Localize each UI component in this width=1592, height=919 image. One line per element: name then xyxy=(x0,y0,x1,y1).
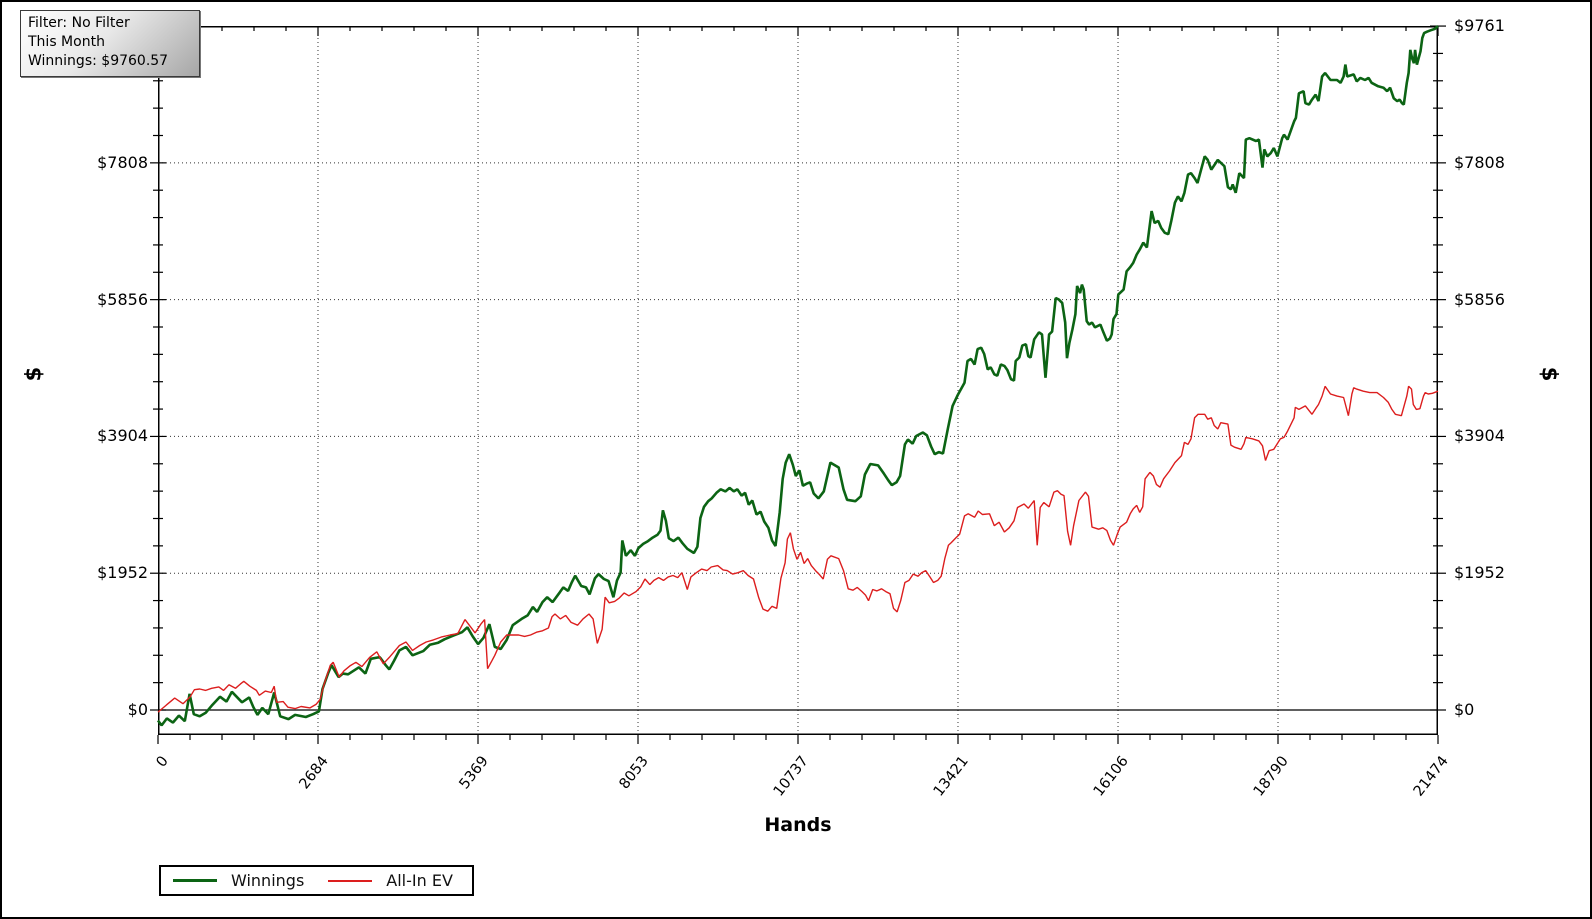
x-tick-label: 13421 xyxy=(930,753,972,800)
y-tick-label-left: $1952 xyxy=(97,563,148,583)
winnings-legend-label: Winnings xyxy=(231,871,305,890)
winnings-line: Winnings: $9760.57 xyxy=(28,53,169,69)
y-tick-label-right: $7808 xyxy=(1454,152,1505,172)
chart-legend: Winnings All-In EV xyxy=(159,865,474,896)
filter-info-box: Filter: No Filter This Month Winnings: $… xyxy=(20,10,200,77)
x-axis-title: Hands xyxy=(764,814,832,836)
allin-ev-legend-label: All-In EV xyxy=(386,871,453,890)
x-tick-label: 2684 xyxy=(296,753,332,793)
y-tick-label-right: $9761 xyxy=(1454,16,1505,35)
y-tick-label-left: $7808 xyxy=(97,152,148,172)
allin-ev-legend-swatch xyxy=(328,879,373,882)
period-line: This Month xyxy=(28,34,105,50)
x-tick-label: 10737 xyxy=(770,753,812,800)
y-tick-label-right: $3904 xyxy=(1454,426,1505,446)
x-tick-label: 16106 xyxy=(1090,753,1132,800)
winnings-chart xyxy=(150,25,1446,744)
y-tick-label-left: $0 xyxy=(127,700,148,719)
winnings-series-line xyxy=(156,25,1439,727)
y-axis-title-right: $ xyxy=(1537,366,1562,382)
filter-line: Filter: No Filter xyxy=(28,15,130,31)
x-tick-label: 0 xyxy=(153,753,172,771)
y-tick-label-right: $1952 xyxy=(1454,563,1505,583)
x-tick-label: 8053 xyxy=(616,753,652,793)
y-tick-label-left: $3904 xyxy=(97,426,148,446)
y-tick-label-right: $0 xyxy=(1454,700,1475,719)
x-tick-label: 21474 xyxy=(1410,753,1452,800)
x-tick-label: 18790 xyxy=(1250,753,1292,800)
winnings-legend-swatch xyxy=(173,879,217,882)
x-tick-label: 5369 xyxy=(456,753,492,793)
y-tick-label-left: $5856 xyxy=(97,289,148,309)
y-tick-label-right: $5856 xyxy=(1454,289,1505,309)
allin-ev-series-line xyxy=(157,385,1439,713)
y-axis-title-left: $ xyxy=(21,366,46,382)
